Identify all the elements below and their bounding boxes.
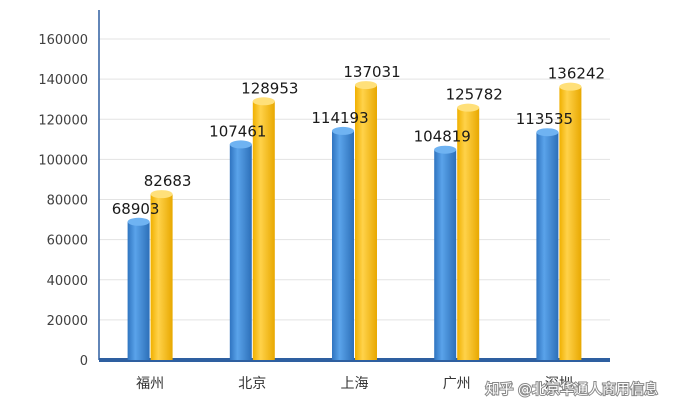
axes: [98, 10, 610, 362]
bar: [252, 101, 275, 361]
bar-cap: [434, 145, 457, 154]
data-label: 104819: [414, 128, 471, 146]
bar-cap: [559, 82, 582, 91]
y-tick-label: 60000: [47, 234, 88, 249]
data-label: 82683: [144, 172, 192, 190]
data-label: 114193: [311, 109, 368, 127]
data-label: 68903: [112, 200, 160, 218]
bar: [434, 149, 457, 360]
y-tick-label: 160000: [38, 33, 88, 48]
gridlines: [99, 38, 610, 321]
x-category-label: 广州: [443, 376, 471, 392]
x-category-label: 福州: [136, 376, 164, 392]
y-tick-label: 40000: [47, 274, 88, 289]
bar-cap: [150, 190, 173, 199]
bar: [229, 144, 252, 360]
y-tick-label: 0: [80, 354, 88, 369]
y-tick-label: 80000: [47, 194, 88, 209]
y-tick-label: 20000: [47, 314, 88, 329]
x-category-label: 上海: [341, 376, 369, 392]
data-label: 137031: [343, 63, 400, 81]
y-tick-label: 120000: [38, 113, 88, 128]
bar-cap: [536, 128, 559, 137]
data-label: 136242: [548, 65, 605, 83]
bar: [559, 86, 582, 360]
y-tick-label: 140000: [38, 73, 88, 88]
bar-cap: [457, 103, 480, 112]
bars: [127, 81, 582, 361]
bar: [457, 107, 480, 360]
bar-cap: [355, 81, 377, 90]
x-category-label: 深圳: [545, 376, 573, 392]
bar: [355, 85, 377, 361]
bar: [332, 130, 354, 360]
bar-cap: [332, 126, 354, 135]
bar-cap: [252, 97, 275, 106]
bar: [536, 132, 559, 360]
data-label: 113535: [516, 110, 573, 128]
data-label: 125782: [446, 86, 503, 104]
bar: [127, 221, 150, 360]
bar-cap: [127, 217, 150, 226]
labels: 0 20000 40000 60000 80000 100000 120000 140000 1…: [38, 33, 605, 392]
data-label: 128953: [241, 79, 298, 97]
x-category-label: 北京: [238, 376, 266, 392]
y-tick-label: 100000: [38, 153, 88, 168]
data-label: 107461: [209, 122, 266, 140]
bar-cap: [229, 140, 252, 149]
bar: [150, 194, 173, 360]
watermark-text: 知乎 @北京华通人商用信息: [486, 381, 658, 398]
x-axis-line: [99, 358, 610, 362]
